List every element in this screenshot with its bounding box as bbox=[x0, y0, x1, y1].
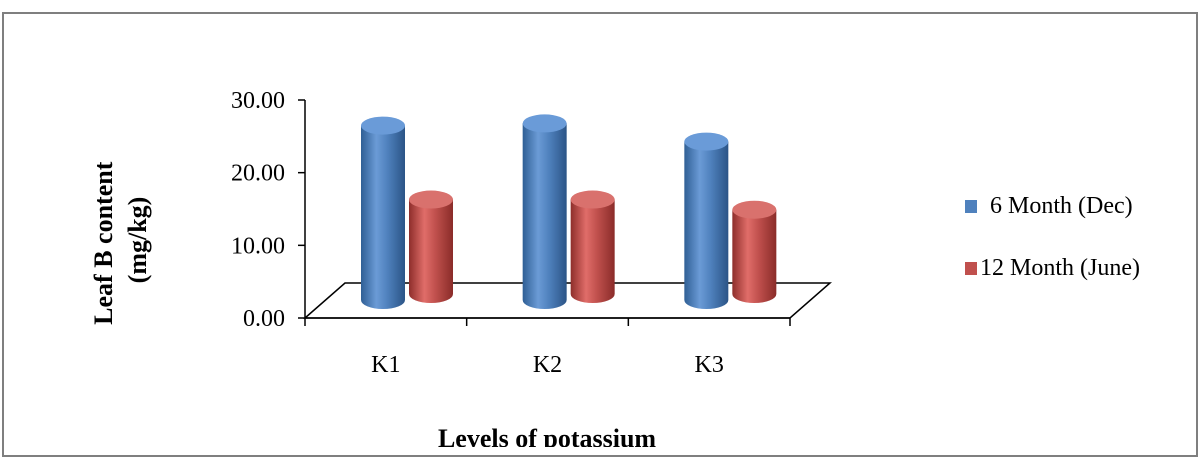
bar-body bbox=[684, 141, 729, 309]
bar-top bbox=[684, 132, 729, 151]
bar-body bbox=[361, 125, 405, 309]
bar-series-2-k3 bbox=[732, 200, 777, 303]
bar-top bbox=[522, 114, 567, 133]
x-axis-title: Levels of potassium bbox=[438, 424, 656, 447]
bar-series-1-k1 bbox=[361, 116, 405, 309]
y-tick-label: 30.00 bbox=[231, 88, 285, 114]
y-tick-label: 10.00 bbox=[231, 233, 285, 259]
chart: 0.00 10.00 20.00 30.00 K1 K2 K3 Leaf B conten… bbox=[89, 88, 1140, 447]
legend-label-series-1: 6 Month (Dec) bbox=[990, 193, 1133, 219]
y-axis-title: Leaf B content (mg/kg) bbox=[89, 155, 152, 325]
category-labels: K1 K2 K3 bbox=[371, 352, 724, 378]
legend-swatch-series-1 bbox=[965, 200, 977, 213]
bar-series-1-k3 bbox=[684, 132, 729, 309]
x-axis-ticks bbox=[304, 318, 791, 326]
bar-series-2-k1 bbox=[409, 190, 453, 303]
bar-body bbox=[409, 199, 453, 303]
bar-body bbox=[570, 199, 615, 303]
legend: 6 Month (Dec) 12 Month (June) bbox=[965, 193, 1140, 281]
category-label: K3 bbox=[694, 352, 723, 378]
legend-label-series-2: 12 Month (June) bbox=[980, 255, 1140, 281]
bar-body bbox=[522, 123, 567, 309]
bar-top bbox=[361, 116, 405, 135]
bars bbox=[361, 114, 777, 309]
bar-series-1-k2 bbox=[522, 114, 567, 309]
y-axis-ticks: 0.00 10.00 20.00 30.00 bbox=[231, 88, 305, 332]
bar-top bbox=[732, 200, 777, 219]
category-label: K2 bbox=[533, 352, 562, 378]
bar-body bbox=[732, 209, 777, 303]
bar-top bbox=[570, 190, 615, 209]
legend-swatch-series-2 bbox=[965, 262, 977, 275]
category-label: K1 bbox=[371, 352, 400, 378]
y-tick-label: 0.00 bbox=[243, 306, 285, 332]
bar-top bbox=[409, 190, 453, 209]
y-tick-label: 20.00 bbox=[231, 161, 285, 187]
bar-series-2-k2 bbox=[570, 190, 615, 303]
